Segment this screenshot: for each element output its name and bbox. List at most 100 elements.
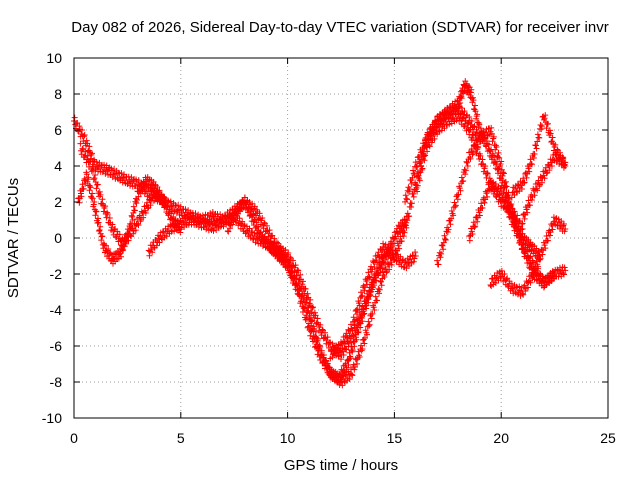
data-point: [484, 170, 491, 177]
data-point: [175, 202, 182, 209]
data-point: [363, 278, 370, 285]
data-point: [98, 237, 105, 244]
series-sat-g: [327, 240, 419, 362]
x-axis-label: GPS time / hours: [284, 457, 398, 474]
data-point: [331, 352, 338, 359]
data-point: [466, 131, 473, 138]
data-point: [400, 233, 407, 240]
data-point: [366, 274, 373, 281]
data-point: [253, 219, 260, 226]
data-point: [205, 222, 212, 229]
data-point: [543, 170, 550, 177]
data-point: [494, 154, 501, 161]
data-point: [472, 102, 479, 109]
data-point: [349, 347, 356, 354]
data-point: [531, 192, 538, 199]
data-point: [372, 277, 379, 284]
data-point: [503, 183, 510, 190]
data-point: [225, 228, 232, 235]
data-point: [89, 195, 96, 202]
data-point: [458, 105, 465, 112]
data-point: [386, 266, 393, 273]
data-point: [146, 252, 153, 259]
data-point: [496, 191, 503, 198]
data-point: [354, 360, 361, 367]
data-point: [125, 237, 132, 244]
data-point: [360, 282, 367, 289]
data-point: [562, 159, 569, 166]
data-point: [528, 197, 535, 204]
data-point: [538, 179, 545, 186]
data-point: [356, 354, 363, 361]
data-point: [183, 220, 190, 227]
data-point: [460, 111, 467, 118]
data-point: [416, 158, 423, 165]
data-point: [560, 221, 567, 228]
data-point: [418, 166, 425, 173]
data-point: [403, 219, 410, 226]
data-point: [436, 128, 443, 135]
data-point: [335, 342, 342, 349]
data-point: [489, 138, 496, 145]
data-point: [468, 118, 475, 125]
data-point: [360, 336, 367, 343]
data-point: [74, 120, 81, 127]
data-point: [455, 101, 462, 108]
data-point: [414, 182, 421, 189]
data-point: [534, 187, 541, 194]
data-point: [285, 250, 292, 257]
data-point: [537, 121, 544, 128]
data-point: [452, 203, 459, 210]
data-point: [512, 223, 519, 230]
data-point: [163, 233, 170, 240]
data-point: [486, 175, 493, 182]
data-point: [438, 250, 445, 257]
data-point: [551, 218, 558, 225]
data-point: [541, 115, 548, 122]
data-point: [341, 369, 348, 376]
data-point: [466, 237, 473, 244]
data-point: [317, 343, 324, 350]
data-point: [360, 306, 367, 313]
data-point: [372, 274, 379, 281]
data-point: [93, 159, 100, 166]
data-point: [348, 339, 355, 346]
data-point: [473, 115, 480, 122]
data-point: [130, 203, 137, 210]
data-point: [384, 244, 391, 251]
data-point: [560, 155, 567, 162]
data-point: [538, 123, 545, 130]
data-point: [521, 179, 528, 186]
data-point: [86, 187, 93, 194]
data-point: [368, 315, 375, 322]
data-point: [390, 240, 397, 247]
data-point: [318, 332, 325, 339]
data-point: [560, 271, 567, 278]
data-point: [472, 223, 479, 230]
data-point: [549, 226, 556, 233]
data-point: [92, 172, 99, 179]
data-point: [84, 140, 91, 147]
data-point: [359, 318, 366, 325]
y-tick-label: -2: [50, 266, 63, 282]
data-point: [388, 261, 395, 268]
data-point: [545, 279, 552, 286]
data-point: [369, 310, 376, 317]
data-point: [278, 250, 285, 257]
data-point: [247, 207, 254, 214]
data-point: [377, 265, 384, 272]
data-point: [170, 222, 177, 229]
data-point: [504, 191, 511, 198]
data-point: [125, 173, 132, 180]
data-point: [77, 140, 84, 147]
data-point: [521, 215, 528, 222]
data-point: [539, 273, 546, 280]
data-point: [305, 323, 312, 330]
data-point: [404, 210, 411, 217]
data-point: [511, 192, 518, 199]
data-point: [534, 138, 541, 145]
data-point: [408, 180, 415, 187]
data-point: [321, 329, 328, 336]
data-point: [83, 171, 90, 178]
